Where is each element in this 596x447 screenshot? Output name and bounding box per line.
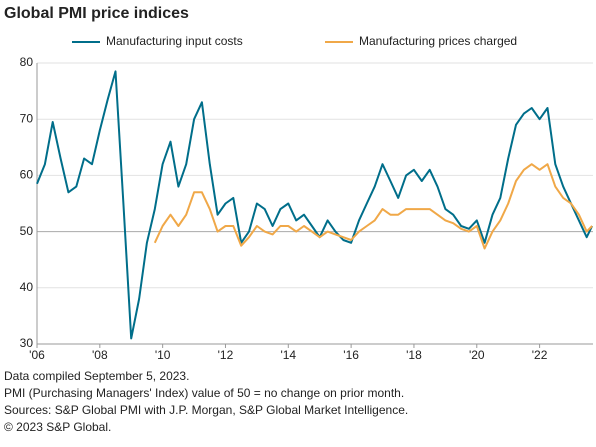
legend-label: Manufacturing input costs bbox=[106, 34, 243, 48]
x-tick-label: '06 bbox=[29, 348, 45, 362]
x-tick-label: '12 bbox=[218, 348, 234, 362]
x-tick-label: '14 bbox=[280, 348, 296, 362]
series-line bbox=[36, 70, 594, 340]
footnote: Data compiled September 5, 2023. bbox=[4, 369, 189, 383]
y-tick-label: 80 bbox=[20, 55, 34, 69]
legend-label: Manufacturing prices charged bbox=[359, 34, 517, 48]
footnote: © 2023 S&P Global. bbox=[4, 420, 111, 434]
series-line bbox=[153, 163, 593, 250]
x-tick-label: '20 bbox=[469, 348, 485, 362]
footnote: PMI (Purchasing Managers' Index) value o… bbox=[4, 386, 404, 400]
y-tick-label: 40 bbox=[20, 280, 34, 294]
y-tick-label: 60 bbox=[20, 168, 34, 182]
x-tick-label: '08 bbox=[92, 348, 108, 362]
y-tick-label: 50 bbox=[20, 224, 34, 238]
x-tick-label: '10 bbox=[155, 348, 171, 362]
x-tick-label: '18 bbox=[406, 348, 422, 362]
x-tick-label: '16 bbox=[343, 348, 359, 362]
chart-title: Global PMI price indices bbox=[4, 5, 189, 22]
y-tick-label: 30 bbox=[20, 336, 34, 350]
footnote: Sources: S&P Global PMI with J.P. Morgan… bbox=[4, 403, 408, 417]
y-tick-label: 70 bbox=[20, 111, 34, 125]
x-tick-label: '22 bbox=[532, 348, 548, 362]
